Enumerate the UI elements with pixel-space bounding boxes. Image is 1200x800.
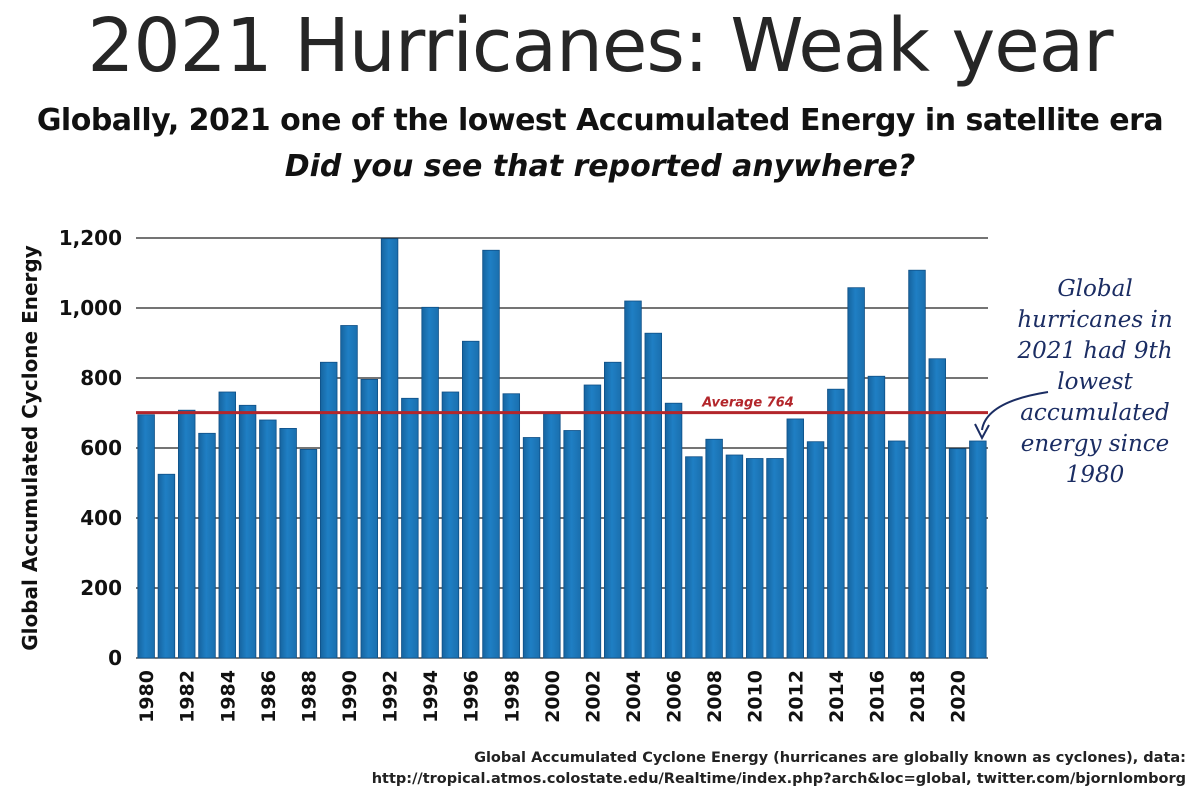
bar-1984 — [218, 391, 237, 659]
bar-2002 — [583, 384, 602, 659]
x-tick-label: 2000 — [542, 670, 564, 723]
x-tick-label: 2012 — [785, 670, 807, 723]
bar-1980 — [137, 414, 155, 659]
bar-1997 — [482, 249, 500, 659]
x-tick-label: 1980 — [136, 670, 158, 723]
bar-1989 — [319, 361, 338, 659]
bar-2015 — [847, 287, 865, 659]
bar-2000 — [543, 413, 561, 659]
bar-1990 — [340, 325, 358, 659]
bar-2004 — [624, 300, 642, 659]
bar-1983 — [198, 432, 216, 659]
annotation-line: accumulated — [1020, 400, 1170, 426]
bar-2021 — [969, 440, 987, 659]
annotation-line: lowest — [1057, 369, 1133, 395]
average-label: Average 764 — [701, 396, 794, 411]
annotation-line: Global — [1057, 276, 1133, 302]
x-tick-label: 1998 — [501, 670, 523, 723]
bar-2020 — [948, 448, 967, 659]
bar-2006 — [664, 402, 683, 659]
bar-1986 — [259, 419, 277, 659]
bar-1985 — [238, 404, 257, 659]
annotation-arrow — [974, 391, 1049, 441]
bar-2013 — [806, 441, 825, 659]
x-tick-label: 2008 — [704, 670, 726, 723]
source-line: Global Accumulated Cyclone Energy (hurri… — [474, 750, 1186, 766]
bar-1988 — [299, 448, 318, 659]
y-tick-label: 800 — [80, 366, 122, 390]
annotation-line: hurricanes in — [1017, 307, 1173, 333]
bar-1999 — [522, 437, 541, 659]
bar-1991 — [360, 378, 379, 659]
x-tick-label: 2010 — [745, 670, 767, 723]
source-line: http://tropical.atmos.colostate.edu/Real… — [371, 771, 1186, 787]
x-tick-label: 1986 — [258, 670, 280, 723]
y-tick-label: 0 — [108, 646, 122, 670]
y-axis-label: Global Accumulated Cyclone Energy — [18, 245, 42, 651]
y-tick-label: 1,200 — [59, 226, 122, 250]
x-tick-labels: 1980 1982 1984 1986 1988 1990 1992 1994 1996 1998… — [136, 670, 969, 723]
x-tick-label: 1984 — [217, 670, 239, 723]
arrow-shaft — [981, 391, 1049, 431]
bar-1996 — [461, 340, 480, 659]
chart-title: 2021 Hurricanes: Weak year — [87, 3, 1113, 89]
x-tick-label: 1982 — [177, 670, 199, 723]
bar-1981 — [157, 473, 176, 659]
bar-1992 — [380, 238, 399, 659]
y-tick-label: 1,000 — [59, 296, 122, 320]
x-tick-label: 2006 — [664, 670, 686, 723]
y-tick-label: 200 — [80, 576, 122, 600]
y-tick-label: 400 — [80, 506, 122, 530]
bar-2008 — [705, 438, 723, 659]
bar-1987 — [279, 427, 297, 659]
bar-2009 — [725, 454, 744, 659]
annotation-line: energy since — [1020, 431, 1170, 457]
annotation-line: 2021 had 9th — [1017, 338, 1173, 364]
bar-2012 — [786, 418, 805, 659]
bar-1982 — [177, 409, 196, 659]
bar-2014 — [827, 388, 845, 659]
bar-2005 — [644, 332, 663, 659]
bar-1995 — [441, 391, 460, 659]
bars — [137, 238, 987, 659]
annotation-text: Global hurricanes in 2021 had 9th lowest acc… — [990, 274, 1200, 491]
bar-2016 — [867, 375, 886, 659]
bar-2007 — [685, 456, 703, 659]
annotation-line: 1980 — [1065, 462, 1125, 488]
bar-2010 — [745, 458, 764, 659]
y-tick-labels: 0 200 400 600 800 1,000 1,200 — [59, 226, 122, 670]
bar-2003 — [603, 361, 622, 659]
x-tick-label: 2018 — [907, 670, 929, 723]
x-tick-label: 1990 — [339, 670, 361, 723]
x-tick-label: 1988 — [298, 670, 320, 723]
y-tick-label: 600 — [80, 436, 122, 460]
x-tick-label: 2002 — [582, 670, 604, 723]
bar-2018 — [908, 269, 926, 659]
average-line-group: Average 764 — [136, 396, 988, 415]
chart-question: Did you see that reported anywhere? — [284, 149, 916, 184]
x-tick-label: 1992 — [380, 670, 402, 723]
x-tick-label: 1996 — [461, 670, 483, 723]
bar-2017 — [887, 440, 906, 659]
x-tick-label: 2014 — [826, 670, 848, 723]
x-tick-label: 2016 — [866, 670, 888, 723]
x-tick-label: 1994 — [420, 670, 442, 723]
bar-2011 — [766, 458, 784, 659]
bar-1993 — [401, 397, 419, 659]
bar-2019 — [928, 358, 947, 659]
arrow-head — [974, 423, 990, 441]
gridlines — [136, 237, 988, 659]
chart-subtitle: Globally, 2021 one of the lowest Accumul… — [36, 103, 1164, 138]
bar-2001 — [563, 430, 581, 659]
x-tick-label: 2020 — [948, 670, 970, 723]
x-tick-label: 2004 — [623, 670, 645, 723]
bar-1994 — [421, 306, 439, 659]
source-note: Global Accumulated Cyclone Energy (hurri… — [372, 748, 1186, 790]
bar-1998 — [502, 393, 521, 659]
